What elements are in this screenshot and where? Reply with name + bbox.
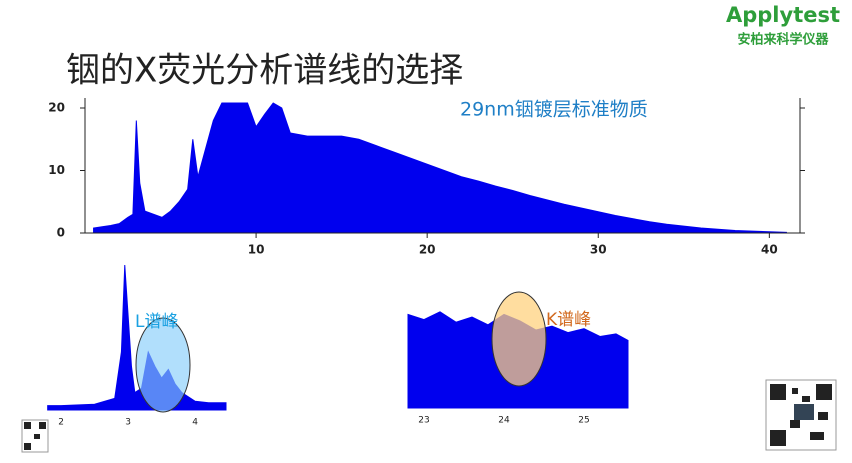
x-tick-label: 40 [761,243,778,257]
x-tick-label: 30 [590,243,607,257]
y-tick-label: 0 [57,226,65,240]
spectrum [93,102,787,234]
x-tick-label: 25 [578,416,589,426]
logo-sub: 安柏来科学仪器 [737,32,829,48]
x-tick-label: 3 [125,418,131,428]
y-tick-label: 10 [48,163,65,177]
annotation: 29nm铟镀层标准物质 [460,99,648,121]
x-tick-label: 10 [248,243,265,257]
qr-code-small [21,419,49,453]
x-tick-label: 24 [498,416,510,426]
slide-title: 铟的X荧光分析谱线的选择 [66,51,463,91]
x-tick-label: 2 [58,418,64,428]
y-tick-label: 20 [48,101,65,115]
highlight-ellipse [135,317,191,413]
x-tick-label: 23 [418,416,429,426]
logo: Applytest [726,3,840,27]
highlight-ellipse [491,291,547,387]
annotation: L谱峰 [135,312,178,332]
annotation: K谱峰 [546,310,591,330]
x-tick-label: 4 [192,418,198,428]
x-tick-label: 20 [419,243,436,257]
qr-code [765,379,837,451]
